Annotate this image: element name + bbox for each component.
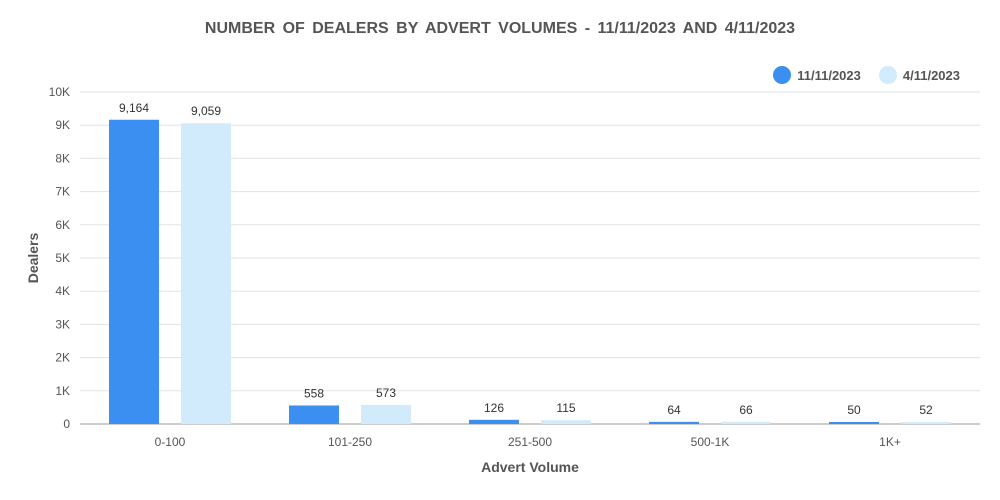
data-label: 52 [919,403,933,417]
bar-series-1 [829,422,879,424]
y-tick-label: 10K [49,85,70,99]
bar-series-1 [109,119,159,425]
x-tick-label: 1K+ [879,435,901,449]
y-tick-label: 2K [55,351,70,365]
y-tick-label: 0 [63,417,70,431]
y-tick-label: 1K [55,384,70,398]
bar-series-1 [469,419,519,424]
legend-swatch-series-1 [773,66,792,84]
legend-label-series-1: 11/11/2023 [797,67,861,83]
chart-title: NUMBER OF DEALERS BY ADVERT VOLUMES - 11… [204,20,796,37]
bar-series-2 [361,404,411,424]
data-label: 115 [556,401,575,415]
data-label: 126 [484,401,504,415]
y-tick-label: 6K [55,218,70,232]
y-tick-label: 3K [55,317,70,331]
data-label: 66 [739,403,753,417]
y-tick-label: 8K [55,151,70,165]
bar-series-2 [181,123,231,424]
y-axis-title: Dealers [25,232,41,283]
bar-series-2 [721,421,771,424]
x-tick-label: 101-250 [328,435,372,449]
y-tick-label: 5K [55,251,70,265]
legend: 11/11/2023 4/11/2023 [773,66,960,84]
data-label: 9,164 [119,101,149,115]
bar-series-2 [901,422,951,424]
x-tick-label: 500-1K [691,435,730,449]
x-tick-label: 0-100 [155,435,186,449]
y-tick-label: 7K [55,185,70,199]
bar-series-1 [649,421,699,424]
data-label: 64 [667,403,681,417]
y-tick-label: 9K [55,118,70,132]
bar-series-1 [289,405,339,424]
bar-series-2 [541,420,591,424]
data-label: 573 [376,386,396,400]
y-tick-label: 4K [55,284,70,298]
legend-item-series-1[interactable]: 11/11/2023 [773,66,861,84]
x-axis-title: Advert Volume [481,459,579,475]
legend-item-series-2[interactable]: 4/11/2023 [878,66,960,84]
data-label: 558 [304,386,324,400]
x-tick-label: 251-500 [508,435,552,449]
data-label: 9,059 [191,104,221,118]
data-label: 50 [847,403,861,417]
legend-swatch-series-2 [878,66,897,84]
legend-label-series-2: 4/11/2023 [902,67,960,83]
